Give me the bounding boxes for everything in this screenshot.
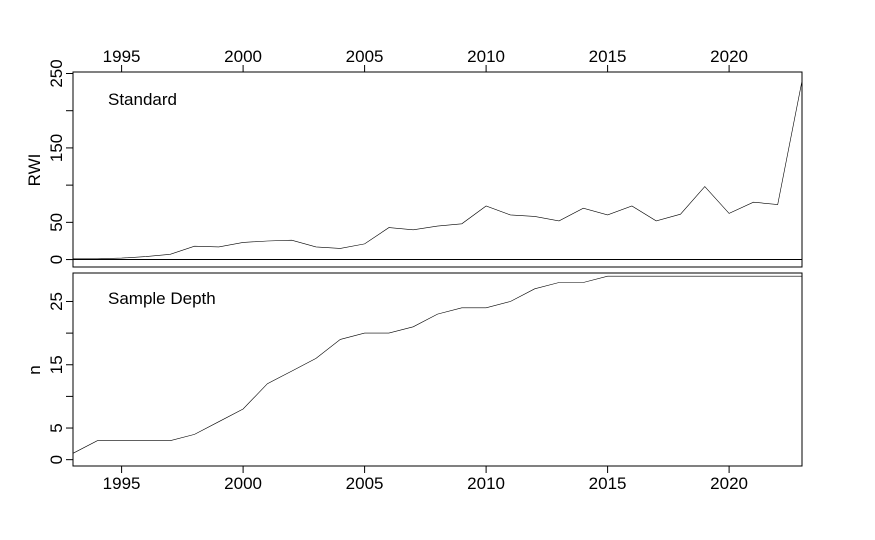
standard-x-ticks: 1995 2000 2005 2010 2015 2020 xyxy=(103,47,748,72)
standard-x-tick-label: 2000 xyxy=(224,47,262,66)
sample-depth-y-tick-label: 0 xyxy=(47,455,66,464)
standard-x-tick-label: 2015 xyxy=(589,47,627,66)
sample-depth-y-tick-label: 15 xyxy=(47,355,66,374)
standard-x-tick-label: 1995 xyxy=(103,47,141,66)
standard-y-tick-label: 250 xyxy=(47,59,66,87)
standard-panel-frame xyxy=(72,71,803,268)
sample-depth-y-ticks: 0 5 15 25 xyxy=(47,292,73,464)
standard-y-tick-label: 50 xyxy=(47,213,66,232)
standard-series-line xyxy=(73,80,803,260)
standard-x-tick-label: 2010 xyxy=(467,47,505,66)
sample-depth-x-tick-label: 2015 xyxy=(589,474,627,493)
sample-depth-y-axis-title: n xyxy=(25,365,44,374)
sample-depth-x-tick-label: 2000 xyxy=(224,474,262,493)
sample-depth-panel: Sample Depth n 1995 2000 2005 2010 2015 2020 … xyxy=(25,272,803,493)
standard-panel: Standard RWI 1995 2000 2005 2010 2015 2020 0 5… xyxy=(25,47,803,268)
standard-y-axis-title: RWI xyxy=(25,154,44,187)
sample-depth-x-tick-label: 2010 xyxy=(467,474,505,493)
sample-depth-x-tick-label: 2020 xyxy=(710,474,748,493)
sample-depth-y-tick-label: 5 xyxy=(47,423,66,432)
sample-depth-x-tick-label: 1995 xyxy=(103,474,141,493)
standard-x-tick-label: 2005 xyxy=(346,47,384,66)
sample-depth-panel-label: Sample Depth xyxy=(108,289,216,308)
sample-depth-panel-frame xyxy=(72,272,803,467)
standard-y-ticks: 0 50 150 250 xyxy=(47,59,73,264)
standard-y-tick-label: 0 xyxy=(47,255,66,264)
sample-depth-x-ticks: 1995 2000 2005 2010 2015 2020 xyxy=(103,466,748,493)
standard-panel-label: Standard xyxy=(108,90,177,109)
sample-depth-y-tick-label: 25 xyxy=(47,292,66,311)
sample-depth-series-line xyxy=(72,275,802,454)
standard-x-tick-label: 2020 xyxy=(710,47,748,66)
sample-depth-x-tick-label: 2005 xyxy=(346,474,384,493)
standard-y-tick-label: 150 xyxy=(47,134,66,162)
